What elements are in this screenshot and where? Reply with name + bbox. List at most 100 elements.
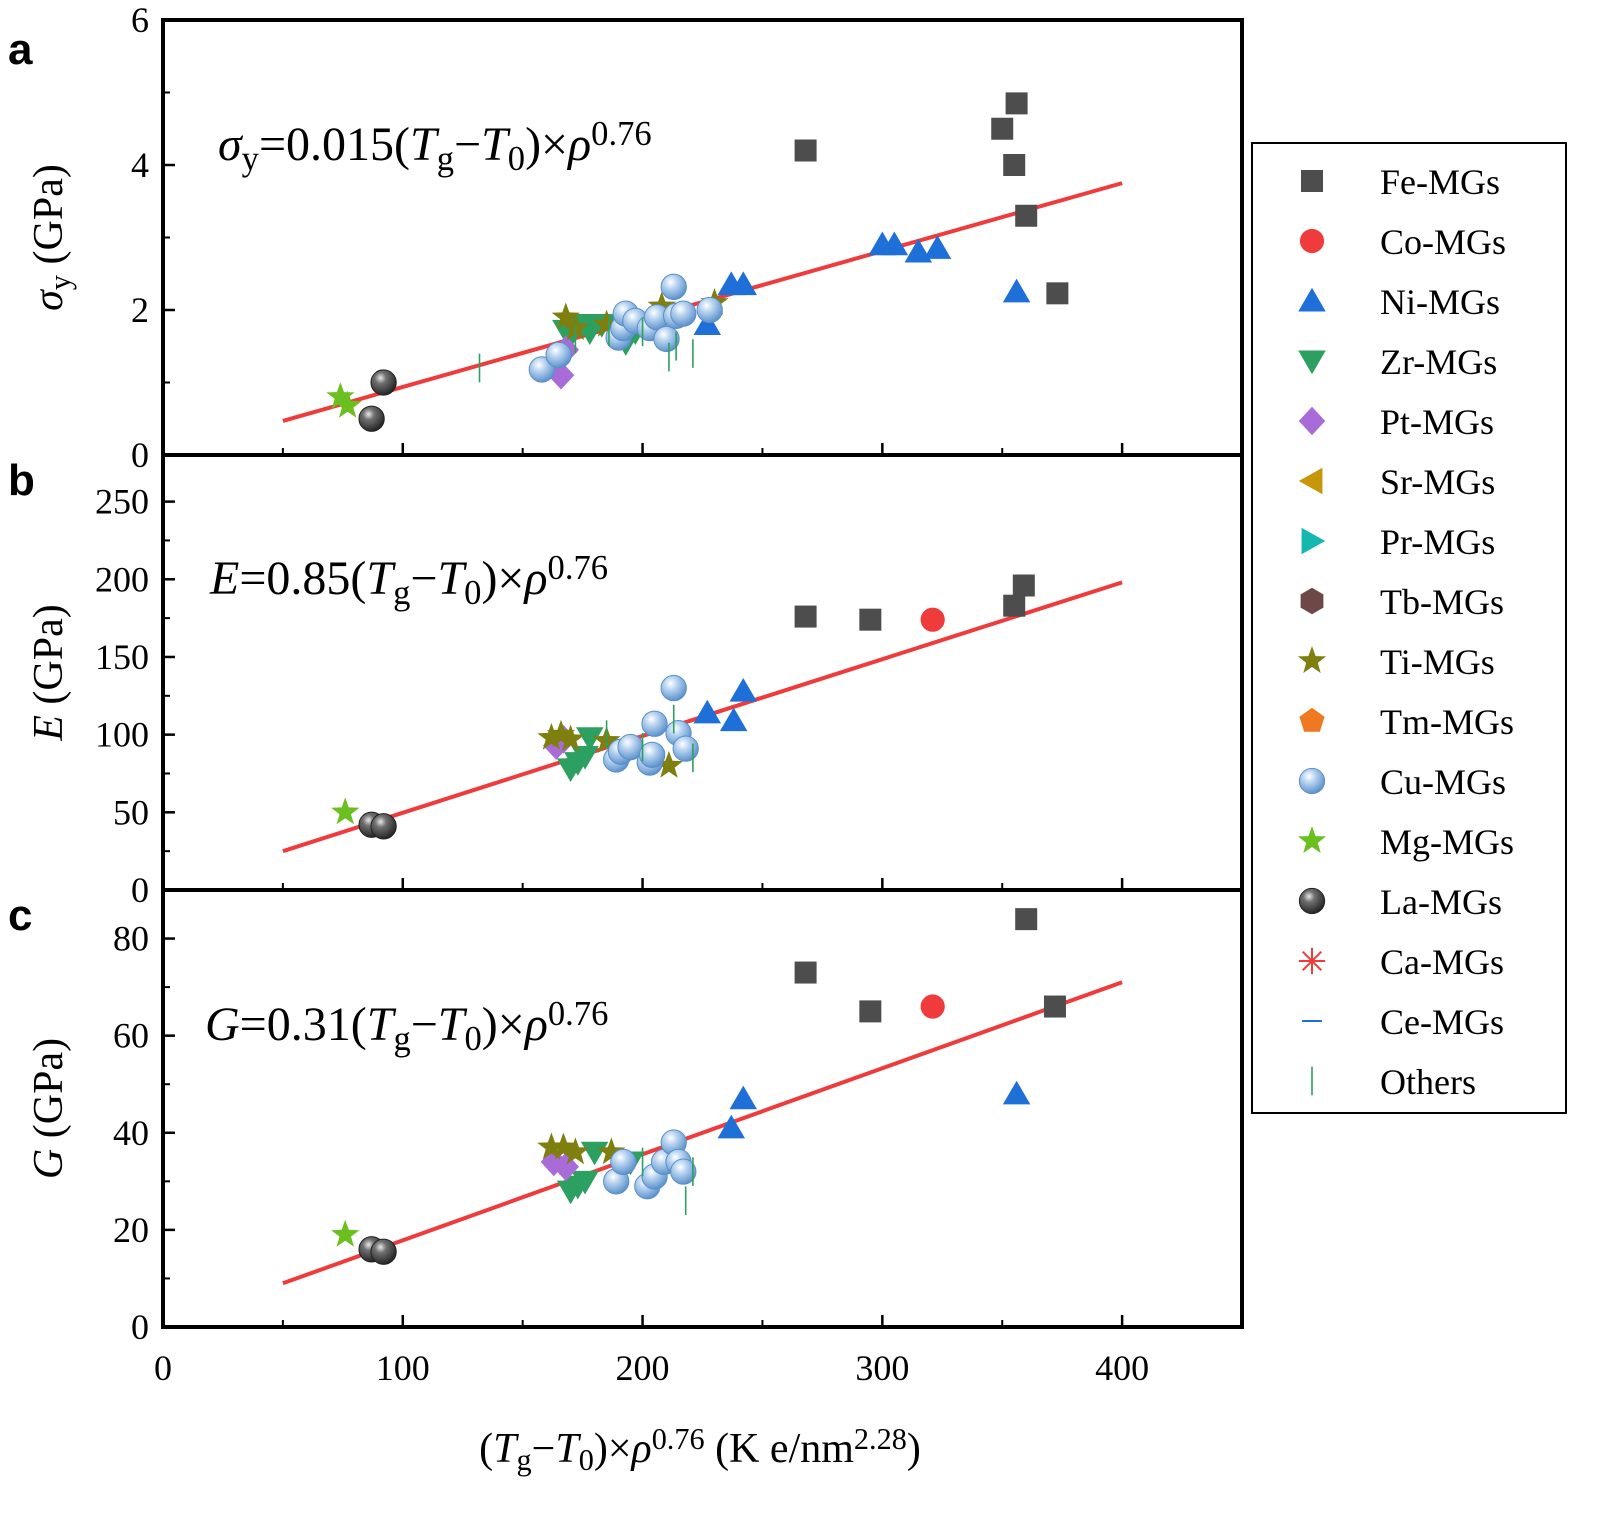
text-part: T [555, 1426, 581, 1472]
equation-b: E=0.85(Tg−T0)×ρ0.76 [209, 549, 608, 611]
point-cu-mgs [610, 1148, 637, 1176]
text-part: (K e/nm [705, 1426, 855, 1472]
legend-label: Others [1380, 1062, 1476, 1102]
text-part: − [411, 998, 438, 1051]
text-part: − [454, 118, 481, 171]
point-zr-mgs [571, 745, 599, 770]
y-axis-label-b: E (GPa) [26, 604, 72, 741]
legend-marker-ti-mgs [1297, 646, 1327, 673]
text-part: 0.76 [548, 995, 608, 1033]
legend-label: Cu-MGs [1380, 762, 1506, 802]
y-axis-label-c: G (GPa) [26, 1038, 72, 1179]
fit-line-c [282, 980, 1123, 1286]
text-part: G [205, 998, 240, 1051]
point-fe-mgs [1003, 594, 1026, 617]
x-tick-label: 200 [616, 1348, 670, 1388]
text-part: G [26, 1149, 72, 1179]
point-cu-mgs [660, 273, 687, 300]
legend-marker-ni-mgs [1298, 287, 1326, 312]
text-part: T [493, 1426, 519, 1472]
legend-marker-tm-mgs [1299, 707, 1325, 732]
x-tick-label: 0 [154, 1348, 172, 1388]
legend-marker-pt-mgs [1298, 406, 1326, 436]
point-fe-mgs [1015, 204, 1038, 227]
point-ni-mgs [719, 707, 748, 732]
point-mg-mgs [333, 390, 362, 418]
text-part: )× [525, 118, 568, 171]
y-tick-label: 0 [131, 870, 149, 910]
legend-marker-ca-mgs-stroke [1301, 950, 1323, 972]
text-part: − [532, 1426, 556, 1472]
text-part: E [209, 552, 239, 605]
text-part: T [437, 552, 467, 605]
text-part: g [517, 1443, 532, 1477]
point-ti-mgs [556, 724, 585, 752]
x-axis-label: (Tg−T0)×ρ0.76 (K e/nm2.28) [479, 1422, 921, 1477]
legend-label: Mg-MGs [1380, 822, 1514, 862]
text-part: T [438, 998, 468, 1051]
legend-marker-mg-mgs [1297, 826, 1327, 853]
point-cu-mgs [696, 296, 723, 324]
text-part: ρ [566, 118, 591, 171]
legend-label: Pr-MGs [1380, 522, 1495, 562]
y-tick-label: 60 [113, 1016, 149, 1056]
point-ni-mgs [729, 1085, 758, 1110]
panel-letter-c: c [8, 891, 32, 940]
point-fe-mgs [991, 117, 1014, 140]
x-tick-label: 400 [1095, 1348, 1149, 1388]
text-part: 0 [464, 574, 481, 612]
text-part: ρ [630, 1426, 652, 1472]
text-part: )× [482, 998, 525, 1051]
point-cu-mgs [545, 341, 572, 369]
point-fe-mgs [1043, 995, 1066, 1018]
legend: Fe-MGs Co-MGs Ni-MGs Zr-MGs Pt-MGs Sr-MGs Pr-M… [1251, 142, 1567, 1114]
point-ti-mgs [546, 719, 576, 747]
point-ni-mgs [729, 271, 758, 296]
point-cu-mgs [670, 300, 697, 327]
text-part: =0.015( [259, 118, 410, 171]
point-ti-mgs [654, 750, 684, 778]
y-tick-label: 6 [131, 0, 149, 40]
text-part: ρ [523, 552, 548, 605]
y-tick-label: 40 [113, 1113, 149, 1153]
x-tick-label: 300 [855, 1348, 909, 1388]
legend-label: Tm-MGs [1380, 702, 1514, 742]
point-ti-mgs [561, 1137, 590, 1165]
text-part: g [393, 1020, 410, 1058]
point-ti-mgs [537, 722, 566, 750]
point-fe-mgs [1015, 908, 1038, 931]
point-la-mgs [370, 813, 397, 840]
point-ni-mgs [1002, 1080, 1031, 1105]
text-part: g [437, 140, 454, 178]
point-ni-mgs [923, 235, 952, 259]
text-part: )× [481, 552, 524, 605]
point-mg-mgs [331, 797, 360, 825]
text-part: E [26, 715, 72, 742]
text-part: (GPa) [26, 604, 72, 715]
y-tick-label: 200 [95, 559, 149, 599]
point-fe-mgs [859, 608, 882, 631]
legend-label: Ca-MGs [1380, 942, 1504, 982]
panel-letter-a: a [8, 25, 33, 74]
text-part: T [366, 552, 396, 605]
legend-marker-tb-mgs [1300, 587, 1324, 615]
legend-marker-pr-mgs [1301, 527, 1326, 555]
legend-marker-sr-mgs [1298, 467, 1323, 495]
text-part: − [410, 552, 437, 605]
legend-marker-ca-mgs [1298, 947, 1326, 975]
point-cu-mgs [653, 325, 680, 353]
point-ti-mgs [549, 1132, 578, 1160]
text-part: 2.28 [854, 1422, 907, 1456]
legend-marker-zr-mgs [1298, 350, 1326, 375]
point-co-mgs [920, 607, 945, 632]
point-la-mgs [370, 1238, 397, 1265]
point-ni-mgs [1002, 278, 1031, 303]
point-cu-mgs [660, 674, 687, 702]
legend-label: Co-MGs [1380, 222, 1506, 262]
text-part: (GPa) [26, 1038, 72, 1149]
y-tick-label: 2 [131, 290, 149, 330]
legend-marker-fe-mgs [1301, 170, 1323, 192]
